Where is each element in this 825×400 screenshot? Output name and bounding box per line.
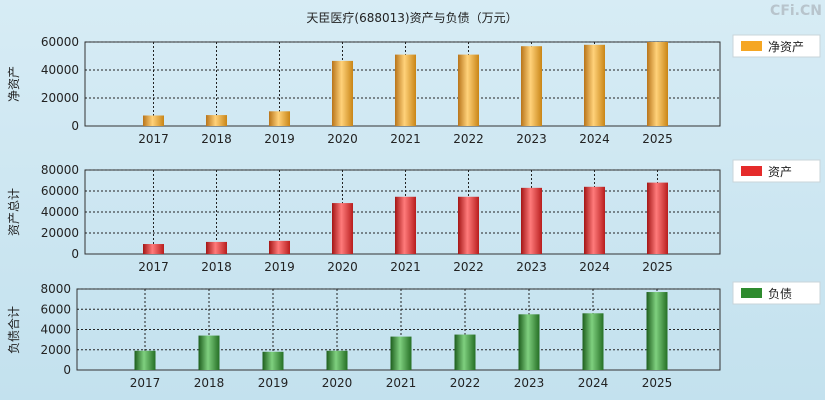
x-tick-label: 2017 — [130, 376, 161, 390]
y-axis-label: 资产总计 — [7, 188, 21, 236]
x-tick-label: 2017 — [138, 132, 169, 146]
bar — [582, 313, 604, 370]
legend: 净资产 — [732, 34, 821, 58]
x-tick-label: 2025 — [642, 132, 673, 146]
y-tick-label: 0 — [71, 119, 79, 133]
y-tick-label: 40000 — [41, 63, 79, 77]
y-tick-label: 4000 — [40, 323, 71, 337]
bar — [134, 350, 156, 370]
legend-box — [732, 34, 821, 58]
y-axis-label: 负债合计 — [6, 306, 21, 354]
legend-box — [732, 159, 821, 183]
bar — [206, 241, 227, 254]
bar — [198, 335, 220, 370]
chart-panel: 0 20000 40000 60000 80000 2017 2018 2019 2020 202… — [7, 159, 821, 274]
x-tick-label: 2024 — [578, 376, 609, 390]
x-tick-label: 2023 — [516, 260, 547, 274]
bar — [262, 351, 284, 370]
legend-label: 资产 — [768, 165, 792, 179]
x-tick-label: 2018 — [201, 260, 232, 274]
x-tick-label: 2021 — [390, 260, 421, 274]
legend-label: 净资产 — [768, 40, 804, 54]
bar — [143, 244, 164, 254]
x-tick-label: 2023 — [514, 376, 545, 390]
bar — [326, 350, 348, 370]
bar — [395, 54, 416, 126]
x-tick-label: 2019 — [264, 260, 295, 274]
x-tick-label: 2021 — [386, 376, 417, 390]
bar — [521, 46, 542, 127]
chart-panel: 0 2000 4000 6000 8000 2017 2018 2019 2020 2021 202… — [6, 281, 821, 390]
bar — [518, 314, 540, 370]
y-tick-label: 2000 — [40, 343, 71, 357]
x-tick-label: 2022 — [450, 376, 481, 390]
x-tick-label: 2018 — [201, 132, 232, 146]
y-tick-label: 60000 — [41, 184, 79, 198]
bar — [332, 203, 353, 254]
y-tick-label: 40000 — [41, 205, 79, 219]
x-tick-label: 2020 — [327, 132, 358, 146]
bar — [395, 196, 416, 254]
bar — [269, 111, 290, 126]
bar — [143, 115, 164, 126]
chart-title: 天臣医疗(688013)资产与负债（万元） — [306, 11, 517, 25]
bar — [521, 187, 542, 254]
bar — [646, 292, 668, 370]
x-tick-label: 2017 — [138, 260, 169, 274]
legend-swatch — [741, 288, 762, 298]
x-tick-label: 2025 — [642, 260, 673, 274]
x-tick-label: 2023 — [516, 132, 547, 146]
y-tick-label: 0 — [71, 247, 79, 261]
x-tick-label: 2019 — [264, 132, 295, 146]
legend-swatch — [741, 41, 762, 51]
legend: 负债 — [732, 281, 821, 305]
y-tick-label: 80000 — [41, 163, 79, 177]
bar — [584, 186, 605, 254]
y-tick-label: 6000 — [40, 302, 71, 316]
bar — [332, 60, 353, 126]
bar — [647, 182, 668, 254]
x-tick-label: 2024 — [579, 260, 610, 274]
bar — [458, 54, 479, 126]
bar — [458, 196, 479, 254]
chart-panel: 0 20000 40000 60000 2017 2018 2019 2020 2021 2022… — [7, 34, 821, 146]
x-tick-label: 2021 — [390, 132, 421, 146]
watermark: CFi.CN — [770, 3, 822, 19]
x-tick-label: 2024 — [579, 132, 610, 146]
legend-box — [732, 281, 821, 305]
legend-label: 负债 — [768, 287, 792, 301]
y-tick-label: 8000 — [40, 282, 71, 296]
bar — [647, 42, 668, 126]
x-tick-label: 2022 — [453, 132, 484, 146]
y-tick-label: 0 — [63, 363, 71, 377]
y-tick-label: 20000 — [41, 91, 79, 105]
legend-swatch — [741, 166, 762, 176]
bar — [390, 336, 412, 370]
y-axis-label: 净资产 — [7, 66, 21, 102]
bar — [584, 44, 605, 126]
bar — [206, 115, 227, 126]
legend: 资产 — [732, 159, 821, 183]
x-tick-label: 2019 — [258, 376, 289, 390]
x-tick-label: 2018 — [194, 376, 225, 390]
x-tick-label: 2020 — [322, 376, 353, 390]
x-tick-label: 2022 — [453, 260, 484, 274]
x-tick-label: 2020 — [327, 260, 358, 274]
bar — [269, 240, 290, 254]
x-tick-label: 2025 — [642, 376, 673, 390]
y-tick-label: 60000 — [41, 35, 79, 49]
bar — [454, 334, 476, 370]
y-tick-label: 20000 — [41, 226, 79, 240]
